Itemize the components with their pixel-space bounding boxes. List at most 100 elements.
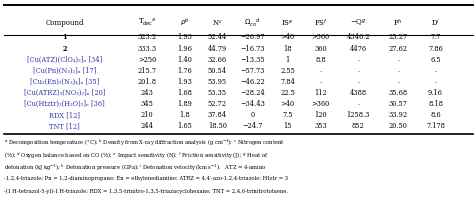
Text: ·: · (357, 67, 359, 75)
Text: 1: 1 (285, 56, 290, 64)
Text: −16.73: −16.73 (240, 45, 265, 53)
Text: D$^{i}$: D$^{i}$ (431, 17, 440, 29)
Text: ·: · (397, 78, 399, 86)
Text: 50.54: 50.54 (208, 67, 227, 75)
Text: 852: 852 (352, 123, 365, 130)
Text: 215.7: 215.7 (137, 67, 156, 75)
Text: −46.22: −46.22 (240, 78, 265, 86)
Text: >250: >250 (138, 56, 156, 64)
Text: 8.18: 8.18 (428, 100, 443, 108)
Text: 323.2: 323.2 (137, 34, 156, 41)
Text: 1.93: 1.93 (177, 78, 192, 86)
Text: −Q$^{g}$: −Q$^{g}$ (350, 18, 366, 28)
Text: ·: · (357, 56, 359, 64)
Text: 1.65: 1.65 (177, 123, 192, 130)
Text: 18.50: 18.50 (208, 123, 227, 130)
Text: 4476: 4476 (349, 45, 367, 53)
Text: 7.178: 7.178 (426, 123, 445, 130)
Text: >360: >360 (311, 100, 330, 108)
Text: 112: 112 (314, 89, 327, 97)
Text: 4346.2: 4346.2 (346, 34, 370, 41)
Text: 9.16: 9.16 (428, 89, 443, 97)
Text: ·: · (319, 78, 321, 86)
Text: 120: 120 (314, 111, 327, 119)
Text: >360: >360 (311, 34, 330, 41)
Text: −57.73: −57.73 (240, 67, 264, 75)
Text: −26.97: −26.97 (240, 34, 265, 41)
Text: 2.55: 2.55 (280, 67, 295, 75)
Text: 1258.3: 1258.3 (346, 111, 370, 119)
Text: 333.3: 333.3 (137, 45, 156, 53)
Text: [Cu₂(En)₂(N₃)₄]ₙ [35]: [Cu₂(En)₂(N₃)₄]ₙ [35] (30, 78, 100, 86)
Text: 7.84: 7.84 (280, 78, 295, 86)
Text: 1.8: 1.8 (179, 111, 190, 119)
Text: 18: 18 (283, 45, 292, 53)
Text: $\Omega_{co}$$^{d}$: $\Omega_{co}$$^{d}$ (244, 17, 261, 29)
Text: −34.43: −34.43 (240, 100, 265, 108)
Text: ·: · (397, 56, 399, 64)
Text: 210: 210 (141, 111, 153, 119)
Text: $^{a}$ Decomposition temperature (°C); $^{b}$ Density from X-ray diffraction ana: $^{a}$ Decomposition temperature (°C); $… (4, 138, 285, 148)
Text: [Cu(ATRZ)₃(NO₃)₂]ₙ [20]: [Cu(ATRZ)₃(NO₃)₂]ₙ [20] (24, 89, 106, 97)
Text: 44.79: 44.79 (208, 45, 227, 53)
Text: P$^{h}$: P$^{h}$ (393, 17, 403, 29)
Text: >40: >40 (281, 100, 295, 108)
Text: 30.57: 30.57 (389, 100, 408, 108)
Text: ·: · (397, 67, 399, 75)
Text: 52.44: 52.44 (208, 34, 227, 41)
Text: $\rho$$^{b}$: $\rho$$^{b}$ (180, 17, 189, 29)
Text: 1.96: 1.96 (177, 45, 192, 53)
Text: 8.6: 8.6 (430, 111, 441, 119)
Text: 15: 15 (283, 123, 292, 130)
Text: 2: 2 (63, 45, 67, 53)
Text: 1.89: 1.89 (177, 100, 192, 108)
Text: 52.72: 52.72 (208, 100, 227, 108)
Text: ·: · (319, 67, 321, 75)
Text: 7.86: 7.86 (428, 45, 443, 53)
Text: TNT [12]: TNT [12] (49, 123, 80, 130)
Text: 27.62: 27.62 (389, 45, 408, 53)
Text: 33.92: 33.92 (388, 111, 408, 119)
Text: 32.66: 32.66 (208, 56, 227, 64)
Text: FS$^{f}$: FS$^{f}$ (313, 17, 328, 29)
Text: detonation (kJ kg$^{-1}$); $^{h}$ Detonation pressure (GPa); $^{i}$ Detonation v: detonation (kJ kg$^{-1}$); $^{h}$ Detona… (4, 163, 266, 174)
Text: 1: 1 (63, 34, 67, 41)
Text: -(1 H-tetrazol-5-yl)-1 H-triazole; RDX = 1,3,5-trinitro-1,3,5-triazacyclohexane;: -(1 H-tetrazol-5-yl)-1 H-triazole; RDX =… (4, 189, 288, 194)
Text: 22.5: 22.5 (280, 89, 295, 97)
Text: 53.95: 53.95 (208, 78, 227, 86)
Text: T$_{dec}$$^{a}$: T$_{dec}$$^{a}$ (137, 17, 156, 29)
Text: ·: · (435, 67, 437, 75)
Text: [Cu(Pn)(N₃)₂]ₙ [17]: [Cu(Pn)(N₃)₂]ₙ [17] (33, 67, 97, 75)
Text: 0: 0 (250, 111, 255, 119)
Text: −13.35: −13.35 (240, 56, 265, 64)
Text: 35.68: 35.68 (388, 89, 408, 97)
Text: 1.93: 1.93 (177, 34, 192, 41)
Text: 244: 244 (140, 123, 154, 130)
Text: −24.7: −24.7 (242, 123, 263, 130)
Text: 4388: 4388 (349, 89, 367, 97)
Text: 7.5: 7.5 (283, 111, 293, 119)
Text: 1.40: 1.40 (177, 56, 192, 64)
Text: 53.35: 53.35 (208, 89, 227, 97)
Text: 6.5: 6.5 (430, 56, 441, 64)
Text: N$^{c}$: N$^{c}$ (212, 18, 223, 28)
Text: 1.68: 1.68 (177, 89, 192, 97)
Text: 345: 345 (140, 100, 154, 108)
Text: [Cu(ATZ)(ClO₄)₂]ₙ [34]: [Cu(ATZ)(ClO₄)₂]ₙ [34] (27, 56, 102, 64)
Text: ·: · (435, 78, 437, 86)
Text: ·: · (357, 78, 359, 86)
Text: RDX [12]: RDX [12] (49, 111, 80, 119)
Text: 20.50: 20.50 (389, 123, 408, 130)
Text: ·: · (357, 100, 359, 108)
Text: 1.76: 1.76 (177, 67, 192, 75)
Text: 353: 353 (314, 123, 327, 130)
Text: 8.8: 8.8 (315, 56, 326, 64)
Text: 243: 243 (140, 89, 154, 97)
Text: >40: >40 (281, 34, 295, 41)
Text: Compound: Compound (46, 19, 84, 27)
Text: 37.84: 37.84 (208, 111, 227, 119)
Text: 7.7: 7.7 (430, 34, 441, 41)
Text: IS$^{e}$: IS$^{e}$ (282, 18, 294, 28)
Text: 360: 360 (314, 45, 327, 53)
Text: -1,2,4-triazole; Pn = 1,2-diaminopropane; En = ethylenediamine; ATRZ = 4,4′-azo-: -1,2,4-triazole; Pn = 1,2-diaminopropane… (4, 176, 288, 181)
